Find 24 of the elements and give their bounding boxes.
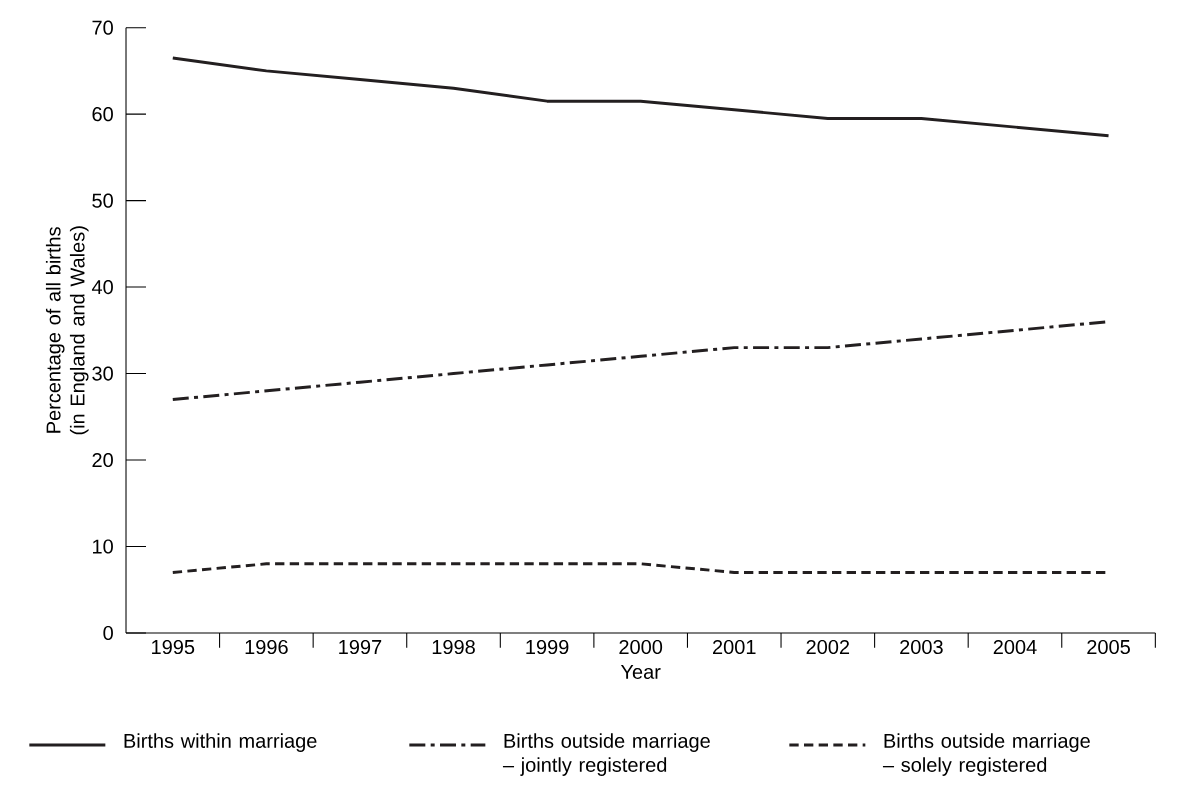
y-axis-title: Percentage of all births (in England and Wales) xyxy=(45,226,89,435)
y-tick-label: 20 xyxy=(92,452,113,468)
y-tick-label: 0 xyxy=(103,625,113,641)
y-tick-label: 10 xyxy=(93,539,113,554)
x-tick-label: 1996 xyxy=(245,639,288,655)
x-tick-label: 2005 xyxy=(1087,639,1130,655)
x-tick-label: 1995 xyxy=(152,639,195,655)
x-tick-label: 1997 xyxy=(339,639,382,655)
x-tick-label: 2002 xyxy=(806,639,850,655)
x-axis-title: Year xyxy=(620,665,661,679)
y-tick-label: 40 xyxy=(91,280,113,295)
y-tick-label: 70 xyxy=(92,20,113,35)
legend-label: Births within marriage xyxy=(124,733,317,752)
y-tick-label: 30 xyxy=(92,366,113,381)
y-tick-label: 50 xyxy=(92,193,113,208)
x-tick-label: 2003 xyxy=(900,639,943,655)
legend-label: Births outside marriage – jointly registered xyxy=(502,733,710,776)
legend-label: Births outside marriage – solely registered xyxy=(882,733,1090,776)
x-tick-label: 2001 xyxy=(713,639,756,655)
x-tick-label: 2000 xyxy=(619,639,663,655)
x-tick-label: 1998 xyxy=(432,639,475,655)
x-tick-label: 1999 xyxy=(526,639,569,655)
y-tick-label: 60 xyxy=(92,107,113,122)
x-tick-label: 2004 xyxy=(993,639,1037,655)
